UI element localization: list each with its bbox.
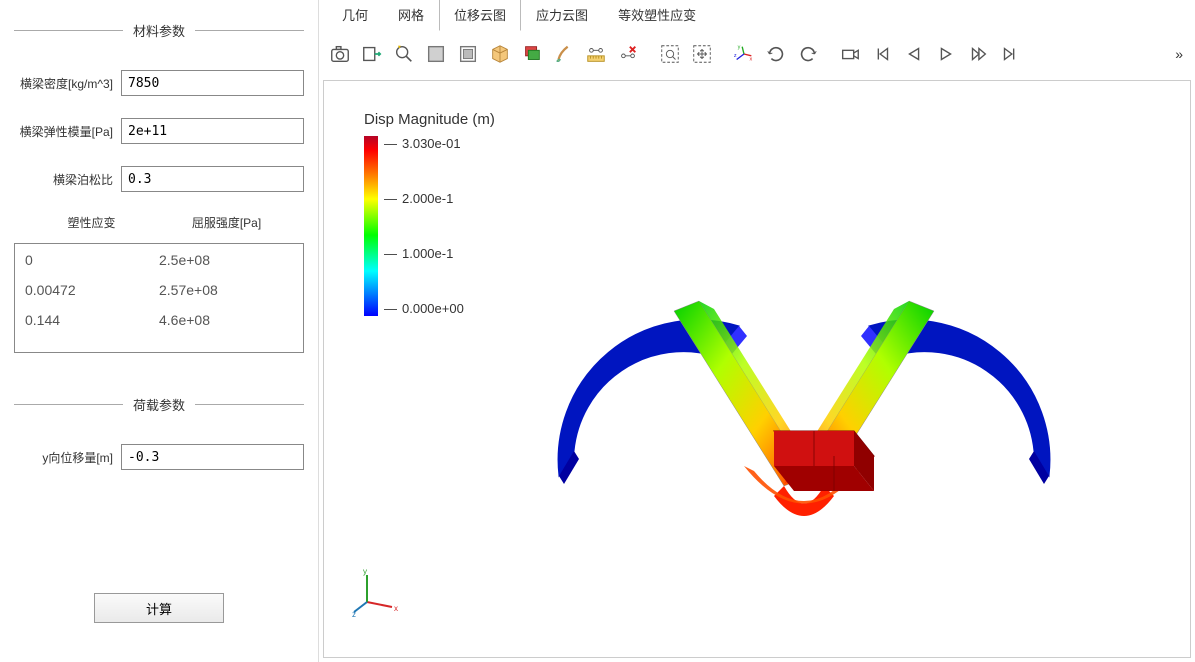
modulus-input[interactable] [121, 118, 304, 144]
material-group-header: 材料参数 [14, 21, 304, 40]
svg-text:y: y [738, 45, 741, 51]
export-icon[interactable] [357, 39, 387, 69]
plastic-table-header: 塑性应变 屈服强度[Pa] [14, 214, 304, 231]
axes-icon[interactable]: x yz [729, 39, 759, 69]
strain-cell: 0.144 [25, 312, 159, 328]
density-input[interactable] [121, 70, 304, 96]
legend-title: Disp Magnitude (m) [364, 111, 495, 128]
strain-cell: 0.00472 [25, 282, 159, 298]
layers-icon[interactable] [517, 39, 547, 69]
yield-cell: 2.5e+08 [159, 252, 293, 268]
tab-peeq[interactable]: 等效塑性应变 [603, 0, 711, 31]
play-skip-icon[interactable] [963, 39, 993, 69]
rotate-cw-icon[interactable] [761, 39, 791, 69]
viewport-toolbar: x yz » [319, 32, 1195, 76]
play-rev-icon[interactable] [899, 39, 929, 69]
sidebar: 材料参数 横梁密度[kg/m^3] 横梁弹性模量[Pa] 横梁泊松比 塑性应变 … [0, 0, 318, 662]
frame-first-icon[interactable] [867, 39, 897, 69]
svg-text:y: y [363, 567, 367, 576]
strain-cell: 0 [25, 252, 159, 268]
svg-text:x: x [394, 604, 398, 613]
svg-text:x: x [750, 56, 753, 62]
svg-text:z: z [734, 53, 737, 59]
frame-last-icon[interactable] [995, 39, 1025, 69]
legend-tick: 1.000e-1 [390, 246, 464, 261]
svg-text:z: z [352, 610, 356, 617]
load-group-title: 荷载参数 [133, 395, 185, 414]
main-panel: 几何 网格 位移云图 应力云图 等效塑性应变 xyz » Disp Ma [318, 0, 1195, 662]
compute-button[interactable]: 计算 [94, 593, 224, 623]
tab-displacement[interactable]: 位移云图 [439, 0, 521, 31]
color-legend: Disp Magnitude (m) 3.030e-01 2.000e-1 1.… [364, 111, 495, 316]
camera-icon[interactable] [325, 39, 355, 69]
tab-stress[interactable]: 应力云图 [521, 0, 603, 31]
tab-mesh[interactable]: 网格 [383, 0, 439, 31]
orientation-triad: x y z [352, 567, 402, 617]
legend-tick: 2.000e-1 [390, 191, 464, 206]
pan-icon[interactable] [687, 39, 717, 69]
material-params-group: 材料参数 横梁密度[kg/m^3] 横梁弹性模量[Pa] 横梁泊松比 塑性应变 … [8, 10, 310, 364]
poisson-input[interactable] [121, 166, 304, 192]
tab-geometry[interactable]: 几何 [327, 0, 383, 31]
plastic-col2-header: 屈服强度[Pa] [159, 214, 294, 231]
plastic-col1-header: 塑性应变 [24, 214, 159, 231]
modulus-label: 横梁弹性模量[Pa] [14, 123, 113, 140]
disp-input[interactable] [121, 444, 304, 470]
legend-tick: 0.000e+00 [390, 301, 464, 316]
brush-icon[interactable] [549, 39, 579, 69]
yield-cell: 2.57e+08 [159, 282, 293, 298]
shaded-cube-icon[interactable] [485, 39, 515, 69]
result-tabs: 几何 网格 位移云图 应力云图 等效塑性应变 [319, 0, 1195, 32]
table-row: 0.00472 2.57e+08 [25, 282, 293, 298]
poisson-label: 横梁泊松比 [14, 171, 113, 188]
rotate-ccw-icon[interactable] [793, 39, 823, 69]
load-params-group: 荷载参数 y向位移量[m] [8, 384, 310, 503]
remove-annotation-icon[interactable] [613, 39, 643, 69]
iso-view-icon[interactable] [453, 39, 483, 69]
table-row: 0.144 4.6e+08 [25, 312, 293, 328]
box-select-icon[interactable] [421, 39, 451, 69]
legend-ticks: 3.030e-01 2.000e-1 1.000e-1 0.000e+00 [390, 136, 464, 316]
viewport-3d[interactable]: Disp Magnitude (m) 3.030e-01 2.000e-1 1.… [323, 80, 1191, 658]
ruler-icon[interactable] [581, 39, 611, 69]
yield-cell: 4.6e+08 [159, 312, 293, 328]
table-row: 0 2.5e+08 [25, 252, 293, 268]
result-contour-scene [454, 241, 1154, 611]
material-group-title: 材料参数 [133, 21, 185, 40]
zoom-icon[interactable] [389, 39, 419, 69]
disp-label: y向位移量[m] [14, 449, 113, 466]
density-label: 横梁密度[kg/m^3] [14, 75, 113, 92]
legend-gradient-bar [364, 136, 378, 316]
legend-tick: 3.030e-01 [390, 136, 464, 151]
plastic-table-body[interactable]: 0 2.5e+08 0.00472 2.57e+08 0.144 4.6e+08 [14, 243, 304, 353]
play-icon[interactable] [931, 39, 961, 69]
movie-icon[interactable] [835, 39, 865, 69]
load-group-header: 荷载参数 [14, 395, 304, 414]
fit-view-icon[interactable] [655, 39, 685, 69]
toolbar-overflow[interactable]: » [1169, 46, 1189, 62]
